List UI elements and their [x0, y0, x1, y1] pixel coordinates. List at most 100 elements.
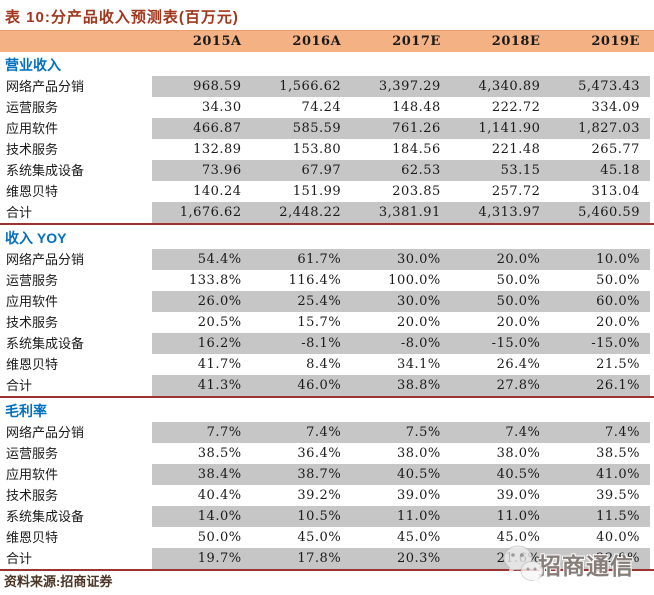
- cell: 4,313.97: [478, 205, 541, 220]
- cell: 10.5%: [297, 509, 342, 524]
- row-values: 41.3% 46.0% 38.8% 27.8% 26.1%: [152, 375, 650, 396]
- table-row: 网络产品分销 968.59 1,566.62 3,397.29 4,340.89 5,47…: [0, 76, 654, 97]
- section-rows-margin: 网络产品分销 7.7% 7.4% 7.5% 7.4% 7.4% 运营服务 38.5% 36.4%…: [0, 422, 654, 569]
- row-label: 应用软件: [6, 294, 59, 309]
- cell: 40.5%: [496, 467, 541, 482]
- row-values: 14.0% 10.5% 11.0% 11.0% 11.5%: [152, 506, 650, 527]
- cell: 20.0%: [496, 252, 541, 267]
- cell: 10.0%: [596, 252, 640, 267]
- cell: 2,448.22: [279, 205, 342, 220]
- source-note: 资料来源:招商证券: [4, 574, 113, 589]
- cell: 40.4%: [197, 488, 242, 503]
- cell: 26.4%: [496, 357, 541, 372]
- cell: 34.1%: [396, 357, 441, 372]
- cell: 50.0%: [496, 294, 541, 309]
- cell: 968.59: [193, 79, 242, 94]
- cell: 60.0%: [596, 294, 640, 309]
- section-yoy: 收入 YOY 网络产品分销 54.4% 61.7% 30.0% 20.0% 10.0% 运营…: [0, 225, 654, 398]
- row-label: 运营服务: [6, 446, 59, 461]
- cell: 74.24: [301, 100, 342, 115]
- row-values: 73.96 67.97 62.53 53.15 45.18: [152, 160, 650, 181]
- row-label: 系统集成设备: [6, 336, 85, 351]
- cell: 34.30: [201, 100, 242, 115]
- table-row: 系统集成设备 73.96 67.97 62.53 53.15 45.18: [0, 160, 654, 181]
- cell: 466.87: [193, 121, 242, 136]
- row-label: 技术服务: [6, 315, 59, 330]
- row-label: 合计: [6, 378, 33, 393]
- row-values: 50.0% 45.0% 45.0% 45.0% 40.0%: [152, 527, 650, 548]
- row-values: 38.4% 38.7% 40.5% 40.5% 41.0%: [152, 464, 650, 485]
- cell: 21.5%: [596, 357, 640, 372]
- column-headers: 2015A 2016A 2017E 2018E 2019E: [152, 31, 650, 52]
- cell: 8.4%: [306, 357, 342, 372]
- cell: 151.99: [292, 184, 342, 199]
- row-values: 26.0% 25.4% 30.0% 50.0% 60.0%: [152, 291, 650, 312]
- cell: 62.53: [401, 163, 441, 178]
- cell: 30.0%: [396, 294, 441, 309]
- cell: 203.85: [392, 184, 441, 199]
- cell: 4,340.89: [478, 79, 541, 94]
- cell: 7.4%: [505, 425, 541, 440]
- cell: 334.09: [591, 100, 640, 115]
- row-values: 54.4% 61.7% 30.0% 20.0% 10.0%: [152, 249, 650, 270]
- cell: 20.0%: [496, 315, 541, 330]
- cell: 38.8%: [396, 378, 441, 393]
- row-label: 维恩贝特: [6, 357, 59, 372]
- cell: 148.48: [392, 100, 441, 115]
- cell: 116.4%: [288, 273, 342, 288]
- cell: 16.2%: [197, 336, 242, 351]
- cell: 7.5%: [405, 425, 441, 440]
- table-row: 技术服务 40.4% 39.2% 39.0% 39.0% 39.5%: [0, 485, 654, 506]
- cell: 38.0%: [396, 446, 441, 461]
- cell: 153.80: [292, 142, 342, 157]
- table-row: 技术服务 20.5% 15.7% 20.0% 20.0% 20.0%: [0, 312, 654, 333]
- cell: -8.1%: [301, 336, 342, 351]
- row-label: 网络产品分销: [6, 425, 85, 440]
- cell: 45.18: [600, 163, 640, 178]
- section-divider: [0, 569, 654, 571]
- header-spacer: [0, 31, 152, 52]
- cell: 5,473.43: [578, 79, 640, 94]
- cell: 132.89: [193, 142, 242, 157]
- cell: 41.7%: [197, 357, 242, 372]
- cell: 7.4%: [306, 425, 342, 440]
- table-title: 表 10:分产品收入预测表(百万元): [5, 9, 239, 26]
- cell: 15.7%: [297, 315, 342, 330]
- table-row: 运营服务 38.5% 36.4% 38.0% 38.0% 38.5%: [0, 443, 654, 464]
- cell: 140.24: [193, 184, 242, 199]
- section-revenue: 营业收入 网络产品分销 968.59 1,566.62 3,397.29 4,340.8…: [0, 52, 654, 225]
- cell: 5,460.59: [578, 205, 640, 220]
- table-row: 合计 1,676.62 2,448.22 3,381.91 4,313.97 5,460.…: [0, 202, 654, 223]
- cell: 17.8%: [297, 551, 342, 566]
- cell: 54.4%: [197, 252, 242, 267]
- column-header-2018e: 2018E: [491, 34, 541, 49]
- cell: 585.59: [292, 121, 342, 136]
- cell: 36.4%: [297, 446, 342, 461]
- row-label: 应用软件: [6, 467, 59, 482]
- cell: 20.0%: [396, 315, 441, 330]
- cell: 40.5%: [396, 467, 441, 482]
- table-row: 维恩贝特 41.7% 8.4% 34.1% 26.4% 21.5%: [0, 354, 654, 375]
- row-values: 41.7% 8.4% 34.1% 26.4% 21.5%: [152, 354, 650, 375]
- cell: 20.5%: [197, 315, 242, 330]
- row-values: 133.8% 116.4% 100.0% 50.0% 50.0%: [152, 270, 650, 291]
- cell: 61.7%: [297, 252, 342, 267]
- table-row: 维恩贝特 50.0% 45.0% 45.0% 45.0% 40.0%: [0, 527, 654, 548]
- cell: 761.26: [392, 121, 441, 136]
- cell: 38.0%: [496, 446, 541, 461]
- cell: 45.0%: [496, 530, 541, 545]
- row-label: 运营服务: [6, 100, 59, 115]
- cell: 38.7%: [297, 467, 342, 482]
- table-row: 合计 41.3% 46.0% 38.8% 27.8% 26.1%: [0, 375, 654, 396]
- cell: 30.0%: [396, 252, 441, 267]
- cell: 7.4%: [604, 425, 640, 440]
- cell: 14.0%: [197, 509, 242, 524]
- section-divider: [0, 223, 654, 225]
- cell: 3,381.91: [378, 205, 441, 220]
- cell: 1,566.62: [279, 79, 342, 94]
- cell: 39.0%: [396, 488, 441, 503]
- cell: 50.0%: [197, 530, 242, 545]
- section-rows-revenue: 网络产品分销 968.59 1,566.62 3,397.29 4,340.89 5,47…: [0, 76, 654, 223]
- row-values: 38.5% 36.4% 38.0% 38.0% 38.5%: [152, 443, 650, 464]
- row-values: 20.5% 15.7% 20.0% 20.0% 20.0%: [152, 312, 650, 333]
